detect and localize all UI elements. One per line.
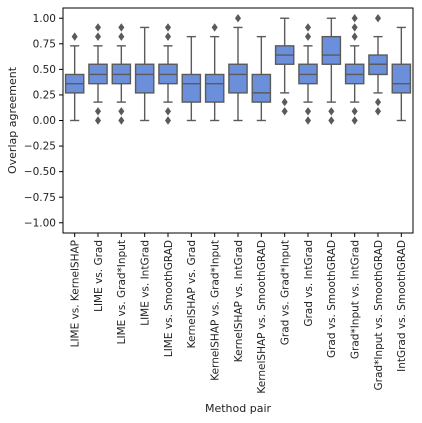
box-group bbox=[274, 17, 295, 116]
x-tick-label: LIME vs. IntGrad bbox=[139, 240, 151, 326]
outlier-marker bbox=[351, 32, 358, 41]
outlier-marker bbox=[164, 107, 172, 116]
outlier-marker bbox=[351, 23, 358, 32]
x-tick-label: Grad vs. IntGrad bbox=[303, 240, 315, 327]
iqr-box bbox=[251, 73, 272, 103]
box-group bbox=[134, 26, 155, 122]
outlier-marker bbox=[351, 107, 358, 116]
outlier-marker bbox=[118, 107, 125, 116]
box-group bbox=[298, 23, 318, 125]
box-group bbox=[344, 14, 365, 125]
iqr-box bbox=[228, 63, 248, 94]
y-axis: −1.00 −0.75 −0.50 −0.25 0.00 0.25 0.50 0.75 1.00 bbox=[24, 13, 63, 229]
iqr-box bbox=[181, 73, 202, 103]
x-tick-label: Grad vs. Grad*Input bbox=[279, 240, 291, 345]
outlier-marker bbox=[94, 107, 102, 116]
box-group bbox=[111, 23, 132, 125]
y-tick-label: 0.25 bbox=[33, 90, 56, 102]
x-tick-label: Grad*Input vs. SmoothGRAD bbox=[373, 240, 385, 390]
outlier-marker bbox=[328, 107, 335, 116]
x-tick-label: KernelSHAP vs. SmoothGRAD bbox=[256, 240, 268, 394]
iqr-box bbox=[204, 73, 225, 103]
x-tick-label: LIME vs. Grad*Input bbox=[116, 240, 128, 344]
outlier-marker bbox=[304, 116, 312, 125]
x-axis-label: Method pair bbox=[205, 402, 272, 415]
x-tick-label: KernelSHAP vs. Grad bbox=[186, 240, 198, 348]
box-group bbox=[64, 32, 85, 122]
outlier-marker bbox=[211, 23, 218, 32]
outlier-marker bbox=[118, 23, 125, 32]
box-group bbox=[321, 17, 342, 125]
y-tick-label: 1.00 bbox=[33, 13, 56, 25]
outlier-marker bbox=[374, 97, 382, 107]
x-tick-label: LIME vs. Grad bbox=[93, 240, 105, 312]
box-group bbox=[204, 23, 225, 122]
outlier-marker bbox=[94, 116, 102, 125]
box-group bbox=[181, 35, 202, 122]
outlier-marker bbox=[304, 107, 312, 116]
y-tick-label: 0.75 bbox=[33, 38, 56, 50]
x-tick-label: Grad*Input vs. IntGrad bbox=[349, 240, 361, 359]
box-group bbox=[251, 35, 272, 122]
outlier-marker bbox=[281, 97, 288, 107]
y-tick-label: 0.50 bbox=[33, 64, 56, 76]
outlier-marker bbox=[304, 23, 312, 32]
outlier-marker bbox=[304, 32, 312, 41]
outlier-marker bbox=[374, 107, 382, 116]
outlier-marker bbox=[164, 23, 172, 32]
y-axis-label: Overlap agreement bbox=[6, 66, 19, 174]
y-tick-label: −0.25 bbox=[24, 141, 56, 153]
x-tick-label: Grad vs. SmoothGRAD bbox=[326, 240, 338, 358]
y-tick-label: −1.00 bbox=[24, 217, 56, 229]
x-tick-label: LIME vs. KernelSHAP bbox=[69, 240, 81, 347]
outlier-marker bbox=[351, 14, 358, 23]
outlier-marker bbox=[118, 32, 125, 41]
outlier-marker bbox=[351, 116, 358, 125]
iqr-box bbox=[391, 63, 412, 94]
outlier-marker bbox=[164, 32, 172, 41]
x-tick-label: IntGrad vs. SmoothGRAD bbox=[396, 240, 408, 372]
y-tick-label: −0.50 bbox=[24, 166, 56, 178]
outlier-marker bbox=[118, 116, 125, 125]
iqr-box bbox=[134, 63, 155, 94]
box-group bbox=[391, 26, 412, 122]
outlier-marker bbox=[94, 23, 102, 32]
y-tick-label: −0.75 bbox=[24, 192, 56, 204]
outlier-marker bbox=[374, 14, 382, 23]
x-tick-label: KernelSHAP vs. Grad*Input bbox=[209, 240, 221, 381]
iqr-box bbox=[321, 35, 342, 65]
box-group bbox=[158, 23, 178, 125]
box-group bbox=[88, 23, 108, 125]
box-group bbox=[368, 14, 388, 116]
box-group bbox=[228, 14, 248, 122]
outlier-marker bbox=[94, 32, 102, 41]
outlier-marker bbox=[164, 116, 172, 125]
outlier-marker bbox=[328, 116, 335, 125]
outlier-marker bbox=[281, 107, 288, 116]
x-tick-label: LIME vs. SmoothGRAD bbox=[163, 240, 175, 357]
x-tick-label: KernelSHAP vs. IntGrad bbox=[233, 240, 245, 362]
y-tick-label: 0.00 bbox=[33, 115, 56, 127]
boxes-layer bbox=[64, 14, 412, 125]
outlier-marker bbox=[71, 32, 78, 41]
x-axis: LIME vs. KernelSHAP LIME vs. Grad LIME vs.… bbox=[69, 233, 408, 394]
outlier-marker bbox=[234, 14, 242, 23]
